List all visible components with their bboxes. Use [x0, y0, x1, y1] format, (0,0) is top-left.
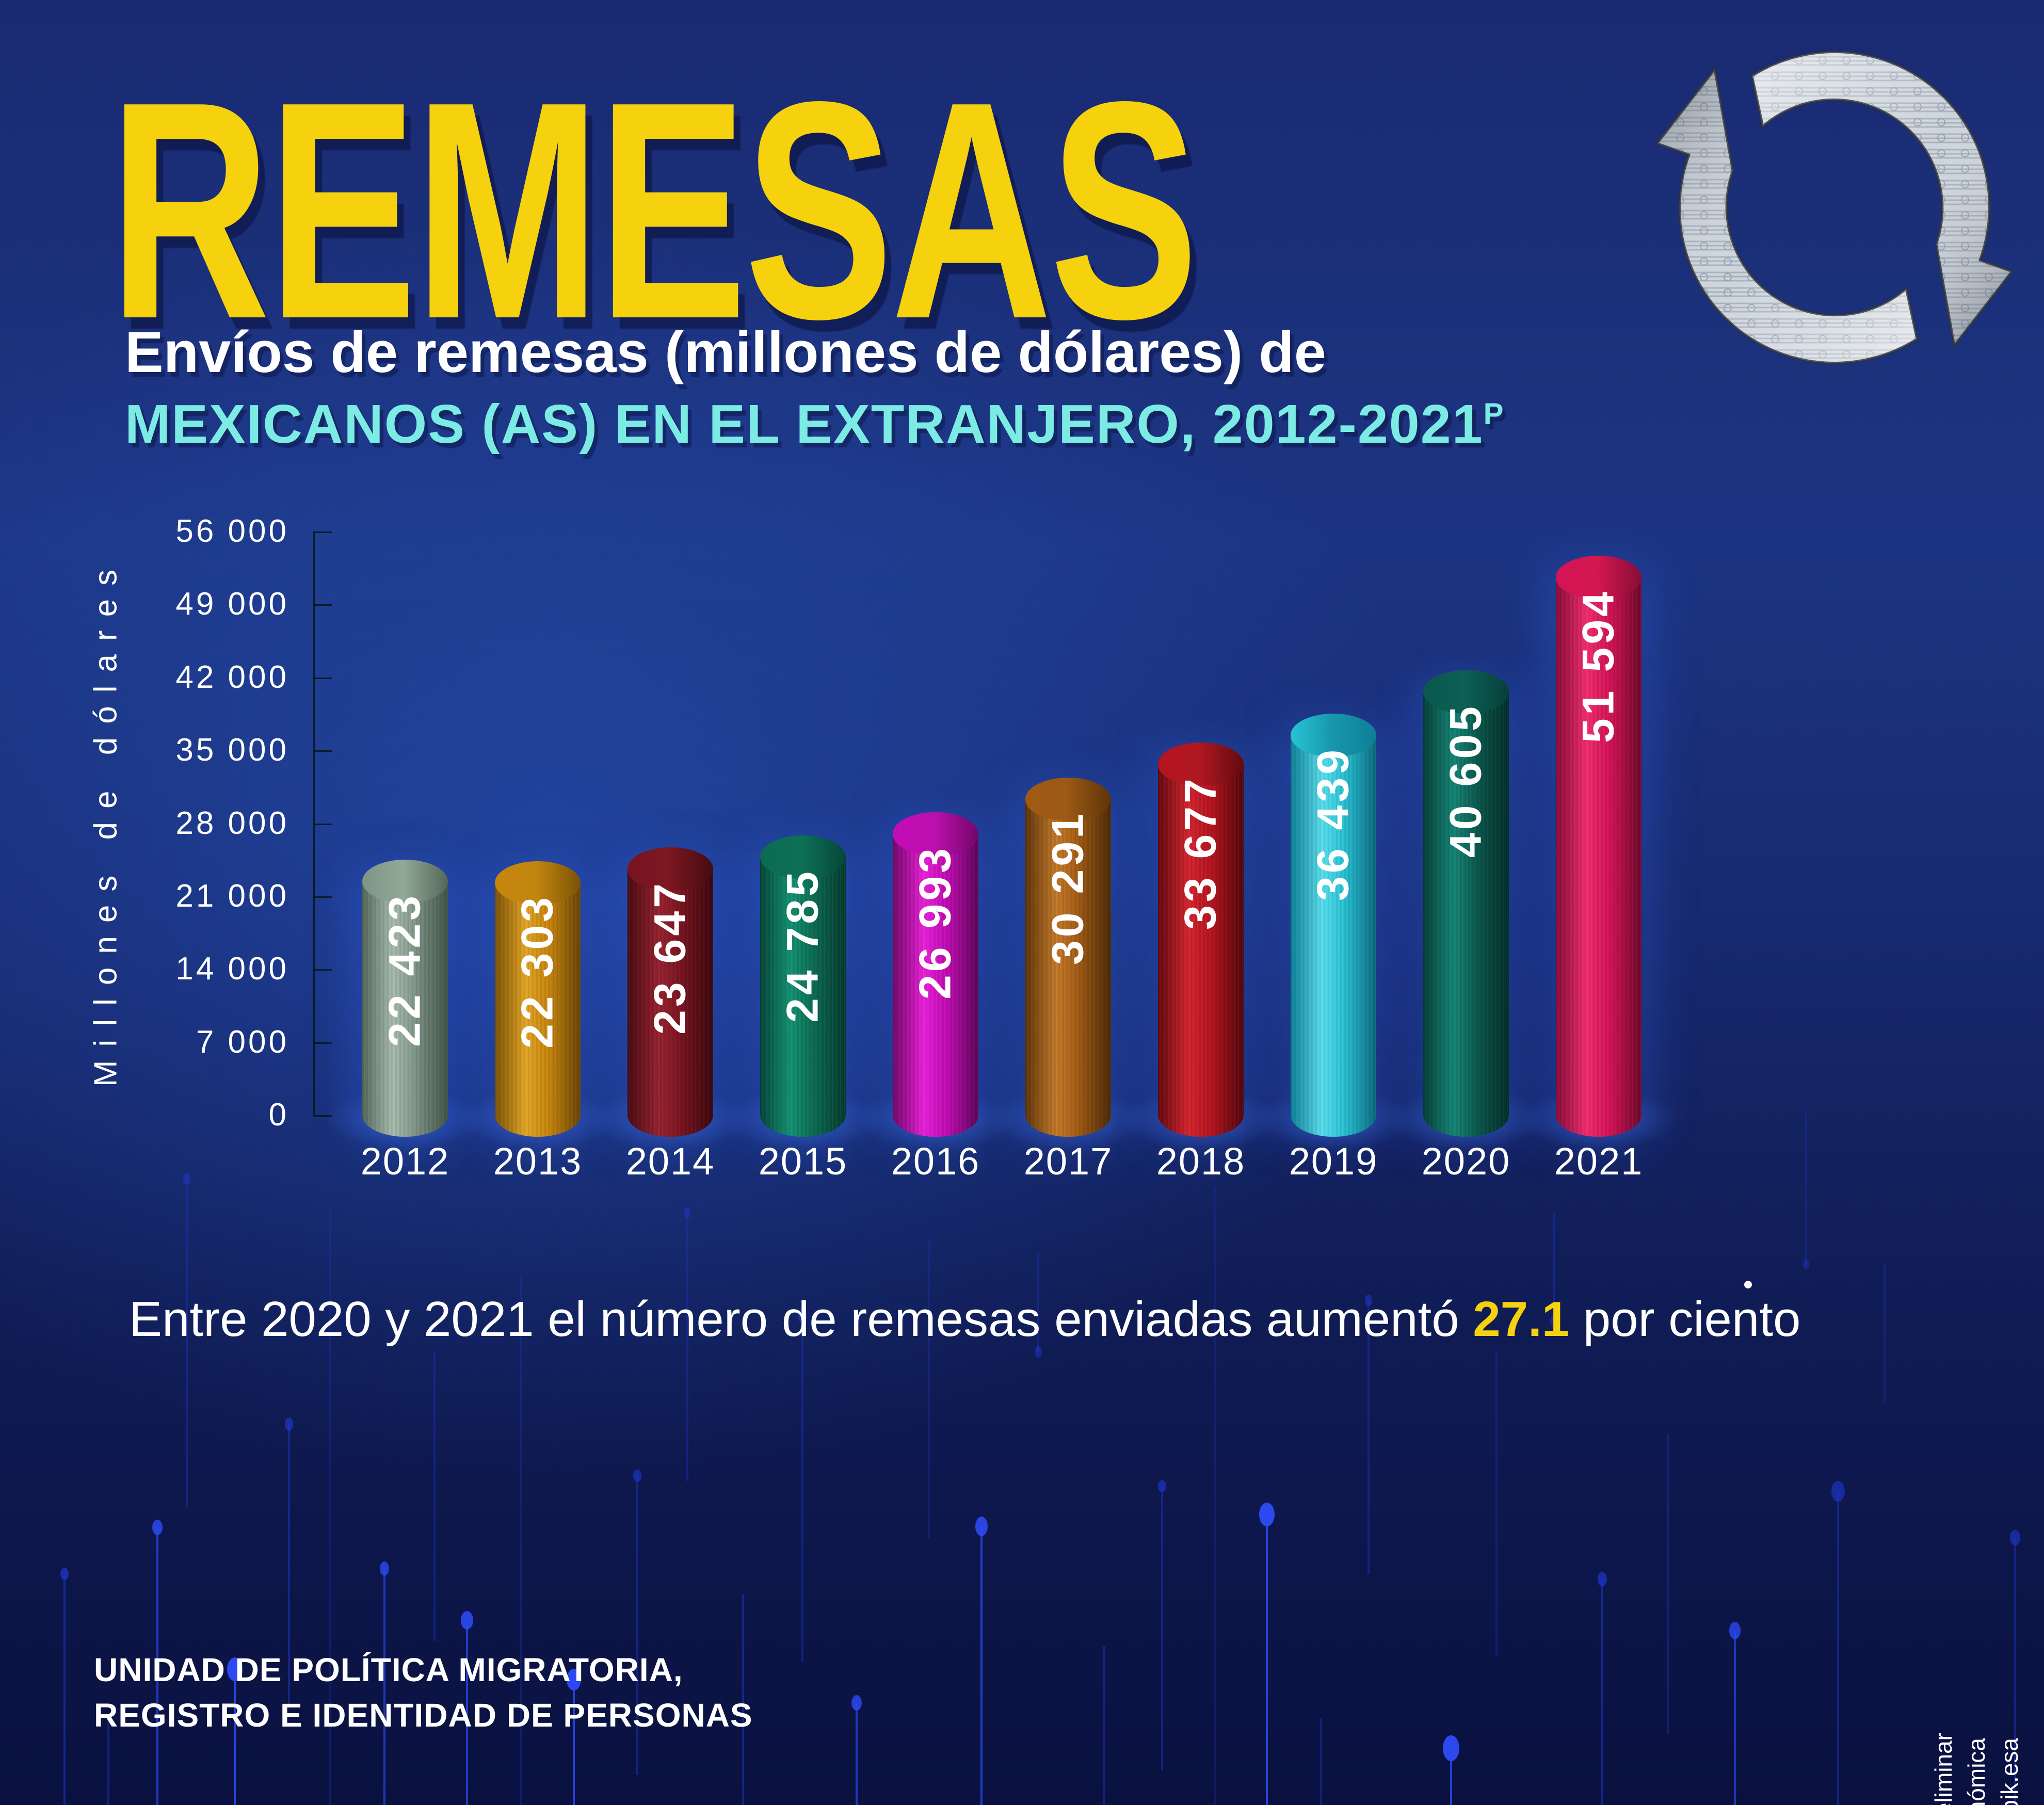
- arrow-top-right: [1752, 52, 2012, 346]
- callout-prefix: Entre 2020 y 2021 el número de remesas e…: [129, 1292, 1473, 1347]
- x-axis-label-2016: 2016: [891, 1140, 980, 1183]
- arrow-bottom-left: [1657, 69, 1917, 363]
- y-tick-mark: [313, 677, 332, 679]
- bar-top-ellipse: [495, 861, 581, 905]
- bar-body: [495, 882, 581, 1137]
- preliminar-text: Preliminar: [1930, 1733, 1957, 1805]
- bar-top-ellipse: [1025, 778, 1111, 821]
- y-tick-label: 21 000: [175, 878, 289, 914]
- page-title: REMESAS: [109, 38, 1198, 383]
- bar-body: [1423, 692, 1509, 1137]
- money-exchange-arrows-icon: [1654, 27, 2015, 388]
- footnote-preliminar: P Preliminar: [1929, 1733, 1957, 1805]
- bar-top-ellipse: [1556, 556, 1641, 600]
- bar-2017: 30 291: [988, 778, 1148, 1151]
- x-axis-label-2018: 2018: [1156, 1140, 1246, 1183]
- bar-top-ellipse: [760, 835, 846, 879]
- bar-value-label: 22 423: [380, 893, 430, 1047]
- subtitle-superscript: P: [1483, 397, 1505, 431]
- bar-value-label: 51 594: [1573, 589, 1623, 744]
- y-axis-line: [313, 531, 315, 1115]
- bar-body: [627, 868, 713, 1137]
- fondo-text: Vector de Tecnología creado por starline…: [1996, 1738, 2023, 1805]
- y-tick-mark: [313, 1042, 332, 1044]
- x-axis-label-2012: 2012: [360, 1140, 450, 1183]
- y-tick-label: 56 000: [175, 513, 289, 549]
- y-tick-label: 0: [268, 1097, 289, 1133]
- y-tick-label: 7 000: [196, 1024, 289, 1060]
- plot-area: 22 423 2012 22 303 2013 23 647 2014 24 785 2015…: [0, 506, 2044, 1238]
- subtitle-text: MEXICANOS (AS) EN EL EXTRANJERO, 2012-20…: [125, 394, 1484, 455]
- growth-callout: Entre 2020 y 2021 el número de remesas e…: [129, 1291, 1884, 1348]
- y-tick-mark: [313, 750, 332, 752]
- y-tick-label: 14 000: [175, 951, 289, 987]
- footer: UNIDAD DE POLÍTICA MIGRATORIA, REGISTRO …: [94, 1647, 753, 1738]
- bar-value-label: 36 439: [1308, 747, 1358, 901]
- y-tick-label: 35 000: [175, 732, 289, 768]
- y-axis-labels: 56 000 49 000 42 000 35 000 28 000 21 000 14 0…: [77, 506, 289, 1177]
- bar-value-label: 33 677: [1176, 776, 1226, 930]
- bar-2018: 33 677: [1121, 743, 1281, 1151]
- y-tick-mark: [313, 969, 332, 971]
- footer-line2: REGISTRO E IDENTIDAD DE PERSONAS: [94, 1697, 753, 1734]
- y-tick-mark: [313, 1115, 332, 1117]
- bar-value-label: 22 303: [512, 894, 562, 1049]
- bar-value-label: 24 785: [778, 868, 828, 1023]
- bar-2013: 22 303: [458, 861, 618, 1151]
- bar-2014: 23 647: [590, 847, 750, 1151]
- y-tick-label: 28 000: [175, 805, 289, 841]
- bar-body: [1158, 764, 1244, 1137]
- x-axis-label-2017: 2017: [1023, 1140, 1113, 1183]
- footnote-fuente: Fuente: Banco de México. Sistema de Info…: [1962, 1738, 1990, 1805]
- fuente-text: Banco de México. Sistema de Información …: [1963, 1738, 1990, 1805]
- y-tick-mark: [313, 531, 332, 533]
- bar-top-ellipse: [1291, 714, 1376, 758]
- footer-line1: UNIDAD DE POLÍTICA MIGRATORIA,: [94, 1651, 683, 1688]
- bar-2021: 51 594: [1519, 556, 1679, 1151]
- bar-value-label: 23 647: [645, 880, 695, 1035]
- bar-value-label: 40 605: [1441, 703, 1491, 858]
- bar-2019: 36 439: [1253, 714, 1413, 1151]
- x-axis-label-2015: 2015: [758, 1140, 848, 1183]
- decorative-dot: [1744, 1281, 1752, 1288]
- callout-highlight: 27.1: [1473, 1292, 1570, 1347]
- bar-2016: 26 993: [856, 812, 1016, 1151]
- bar-value-label: 26 993: [910, 845, 960, 1000]
- bar-2015: 24 785: [723, 835, 883, 1151]
- y-tick-mark: [313, 896, 332, 898]
- y-tick-mark: [313, 823, 332, 825]
- y-tick-mark: [313, 604, 332, 606]
- bar-top-ellipse: [1423, 670, 1509, 714]
- x-axis-label-2021: 2021: [1554, 1140, 1644, 1183]
- bar-top-ellipse: [362, 860, 448, 904]
- bar-2012: 22 423: [325, 860, 485, 1151]
- y-tick-label: 42 000: [175, 659, 289, 695]
- bar-body: [893, 834, 978, 1137]
- bar-top-ellipse: [1158, 743, 1244, 786]
- chart-subtitle-line1: Envíos de remesas (millones de dólares) …: [125, 320, 1326, 384]
- bar-body: [362, 881, 448, 1137]
- x-axis-label-2013: 2013: [493, 1140, 583, 1183]
- bar-top-ellipse: [893, 812, 978, 856]
- x-axis-label-2014: 2014: [625, 1140, 715, 1183]
- x-axis-label-2019: 2019: [1289, 1140, 1378, 1183]
- bar-2020: 40 605: [1386, 670, 1546, 1151]
- bar-top-ellipse: [627, 847, 713, 891]
- callout-suffix: por ciento: [1569, 1292, 1801, 1347]
- x-axis-label-2020: 2020: [1421, 1140, 1511, 1183]
- chart-subtitle-line2: MEXICANOS (AS) EN EL EXTRANJERO, 2012-20…: [125, 393, 1505, 456]
- bar-body: [760, 857, 846, 1137]
- y-tick-label: 49 000: [175, 586, 289, 622]
- footnote-fondo: Fondo: Vector de Tecnología creado por s…: [1995, 1738, 2023, 1805]
- bar-body: [1291, 735, 1376, 1137]
- bar-body: [1025, 799, 1111, 1137]
- bar-value-label: 30 291: [1043, 811, 1093, 965]
- bar-chart: Millones de dólares 56 000 49 000 42 000 35…: [0, 506, 2044, 1238]
- bar-body: [1556, 577, 1641, 1137]
